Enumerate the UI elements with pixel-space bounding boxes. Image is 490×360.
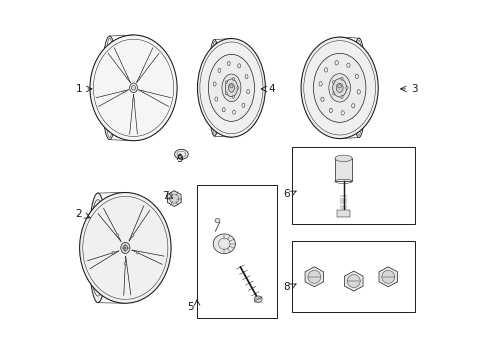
Ellipse shape bbox=[341, 77, 343, 80]
Ellipse shape bbox=[341, 111, 344, 115]
Ellipse shape bbox=[347, 63, 350, 67]
Ellipse shape bbox=[124, 262, 126, 265]
Text: 8: 8 bbox=[284, 282, 290, 292]
Ellipse shape bbox=[225, 92, 227, 95]
Text: 4: 4 bbox=[269, 84, 275, 94]
Ellipse shape bbox=[215, 219, 220, 223]
Ellipse shape bbox=[138, 77, 140, 80]
Ellipse shape bbox=[333, 81, 335, 84]
Ellipse shape bbox=[225, 81, 227, 84]
Bar bbox=[292, 147, 416, 224]
Ellipse shape bbox=[352, 104, 355, 108]
Ellipse shape bbox=[123, 90, 125, 93]
Circle shape bbox=[170, 194, 179, 203]
Ellipse shape bbox=[89, 193, 107, 303]
Ellipse shape bbox=[213, 234, 235, 253]
Ellipse shape bbox=[142, 90, 144, 93]
Circle shape bbox=[308, 270, 321, 283]
Text: 5: 5 bbox=[187, 302, 194, 312]
Ellipse shape bbox=[335, 60, 338, 65]
Ellipse shape bbox=[112, 251, 114, 254]
Ellipse shape bbox=[222, 108, 225, 112]
Ellipse shape bbox=[232, 95, 234, 98]
Text: 6: 6 bbox=[284, 189, 290, 199]
Bar bbox=[338, 211, 350, 217]
Ellipse shape bbox=[174, 149, 188, 159]
Bar bbox=[197, 185, 277, 318]
Ellipse shape bbox=[117, 234, 119, 237]
Ellipse shape bbox=[324, 68, 328, 72]
Ellipse shape bbox=[102, 36, 118, 140]
Ellipse shape bbox=[352, 38, 366, 138]
Ellipse shape bbox=[208, 40, 220, 136]
Ellipse shape bbox=[333, 92, 335, 95]
Ellipse shape bbox=[225, 79, 238, 97]
Ellipse shape bbox=[218, 68, 221, 72]
Ellipse shape bbox=[254, 296, 262, 302]
Ellipse shape bbox=[132, 234, 134, 237]
Circle shape bbox=[347, 275, 360, 288]
Ellipse shape bbox=[79, 193, 171, 303]
Ellipse shape bbox=[90, 35, 177, 141]
Text: 7: 7 bbox=[162, 191, 169, 201]
Ellipse shape bbox=[208, 54, 254, 121]
Text: 1: 1 bbox=[75, 84, 82, 94]
Text: 2: 2 bbox=[75, 209, 82, 219]
Ellipse shape bbox=[314, 53, 366, 122]
Ellipse shape bbox=[127, 77, 129, 80]
Ellipse shape bbox=[233, 110, 236, 114]
Ellipse shape bbox=[335, 155, 352, 162]
Ellipse shape bbox=[319, 82, 322, 86]
Ellipse shape bbox=[130, 83, 138, 93]
Ellipse shape bbox=[247, 90, 249, 94]
Ellipse shape bbox=[242, 103, 245, 107]
Bar bbox=[292, 242, 416, 312]
Ellipse shape bbox=[133, 98, 134, 100]
Ellipse shape bbox=[232, 77, 234, 80]
Circle shape bbox=[382, 270, 395, 283]
Ellipse shape bbox=[136, 251, 139, 254]
Ellipse shape bbox=[237, 86, 239, 89]
Ellipse shape bbox=[222, 74, 241, 102]
Ellipse shape bbox=[321, 97, 324, 102]
Ellipse shape bbox=[121, 242, 130, 253]
Polygon shape bbox=[344, 271, 363, 291]
Ellipse shape bbox=[238, 64, 241, 68]
Ellipse shape bbox=[301, 37, 378, 139]
Ellipse shape bbox=[336, 83, 343, 93]
Text: 9: 9 bbox=[177, 154, 183, 164]
Ellipse shape bbox=[329, 108, 333, 113]
Ellipse shape bbox=[227, 62, 230, 66]
Ellipse shape bbox=[341, 95, 343, 99]
Polygon shape bbox=[168, 191, 181, 206]
Ellipse shape bbox=[228, 84, 235, 92]
Ellipse shape bbox=[197, 39, 266, 137]
Ellipse shape bbox=[329, 74, 350, 102]
Polygon shape bbox=[305, 267, 323, 287]
Text: 3: 3 bbox=[412, 84, 418, 94]
Ellipse shape bbox=[346, 86, 348, 89]
Ellipse shape bbox=[215, 97, 218, 101]
Ellipse shape bbox=[123, 245, 127, 251]
Ellipse shape bbox=[131, 86, 136, 90]
Ellipse shape bbox=[355, 74, 359, 78]
Ellipse shape bbox=[333, 79, 346, 97]
Polygon shape bbox=[379, 267, 397, 287]
Bar bbox=[335, 158, 352, 181]
Ellipse shape bbox=[245, 75, 248, 79]
Ellipse shape bbox=[357, 90, 360, 94]
Ellipse shape bbox=[213, 82, 216, 86]
